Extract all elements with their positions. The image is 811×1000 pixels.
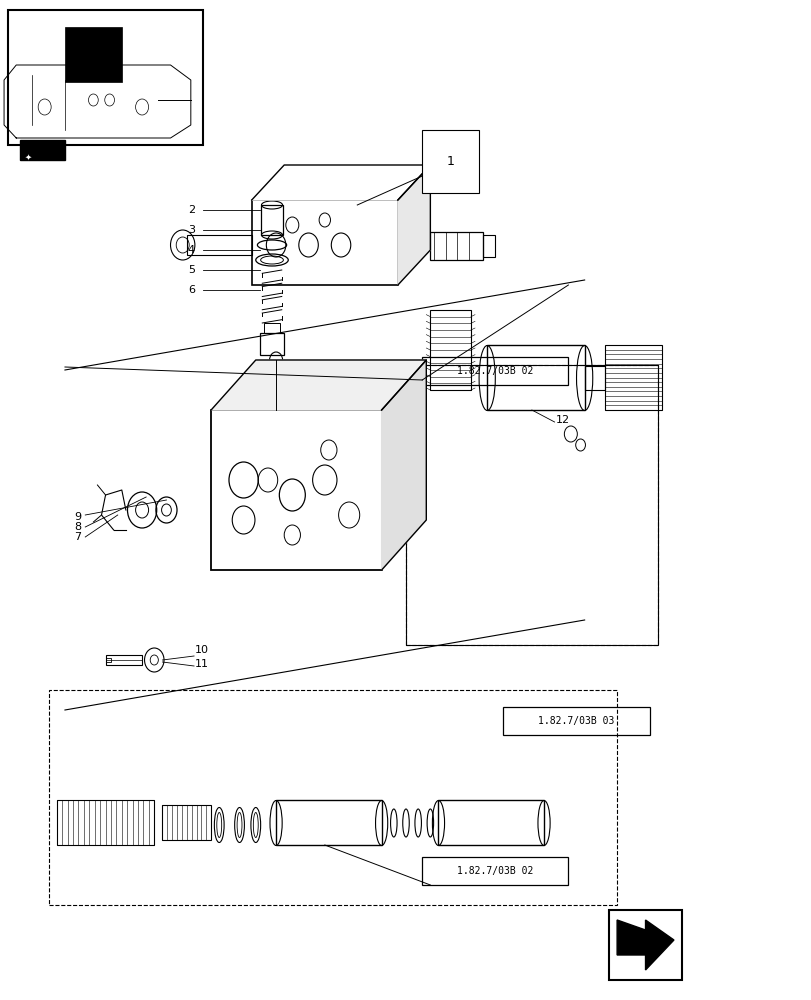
Bar: [584, 366, 604, 390]
Bar: [604, 345, 661, 410]
Polygon shape: [251, 165, 430, 200]
Text: 11: 11: [195, 659, 208, 669]
Bar: [187, 235, 251, 255]
Text: ↗: ↗: [28, 143, 39, 156]
Text: 8: 8: [74, 522, 81, 532]
Text: 4: 4: [187, 245, 195, 255]
Bar: [487, 345, 584, 410]
Bar: [483, 235, 495, 257]
Bar: [260, 333, 284, 355]
Text: 1.82.7/03B 03: 1.82.7/03B 03: [538, 716, 614, 726]
Bar: [438, 800, 543, 845]
Bar: [57, 800, 154, 845]
Bar: [105, 655, 142, 665]
Bar: [264, 323, 280, 333]
Polygon shape: [397, 165, 430, 285]
Text: 7: 7: [74, 532, 81, 542]
Text: 1.82.7/03B 02: 1.82.7/03B 02: [457, 366, 533, 376]
Text: 3: 3: [187, 225, 195, 235]
Text: ✦: ✦: [24, 153, 32, 162]
Bar: [503, 707, 649, 735]
Bar: [49, 690, 616, 905]
Text: 1.82.7/03B 02: 1.82.7/03B 02: [457, 866, 533, 876]
Text: 6: 6: [187, 285, 195, 295]
Bar: [430, 310, 470, 390]
Polygon shape: [381, 360, 426, 570]
Bar: [406, 365, 657, 645]
Polygon shape: [616, 920, 673, 970]
Text: 12: 12: [556, 415, 569, 425]
Bar: [406, 365, 657, 645]
Bar: [211, 410, 381, 570]
Bar: [422, 357, 568, 385]
Bar: [276, 800, 381, 845]
Text: 1: 1: [446, 155, 454, 168]
Text: 9: 9: [74, 512, 81, 522]
Bar: [251, 200, 397, 285]
Text: 10: 10: [195, 645, 208, 655]
Text: 5: 5: [187, 265, 195, 275]
Bar: [608, 910, 681, 980]
Bar: [422, 857, 568, 885]
Polygon shape: [211, 360, 426, 410]
Bar: [105, 658, 111, 662]
Bar: [261, 205, 282, 235]
Bar: [162, 805, 211, 840]
Bar: [430, 232, 483, 260]
Text: 2: 2: [187, 205, 195, 215]
Bar: [20, 140, 65, 160]
Bar: [65, 27, 122, 82]
Bar: [8, 10, 203, 145]
